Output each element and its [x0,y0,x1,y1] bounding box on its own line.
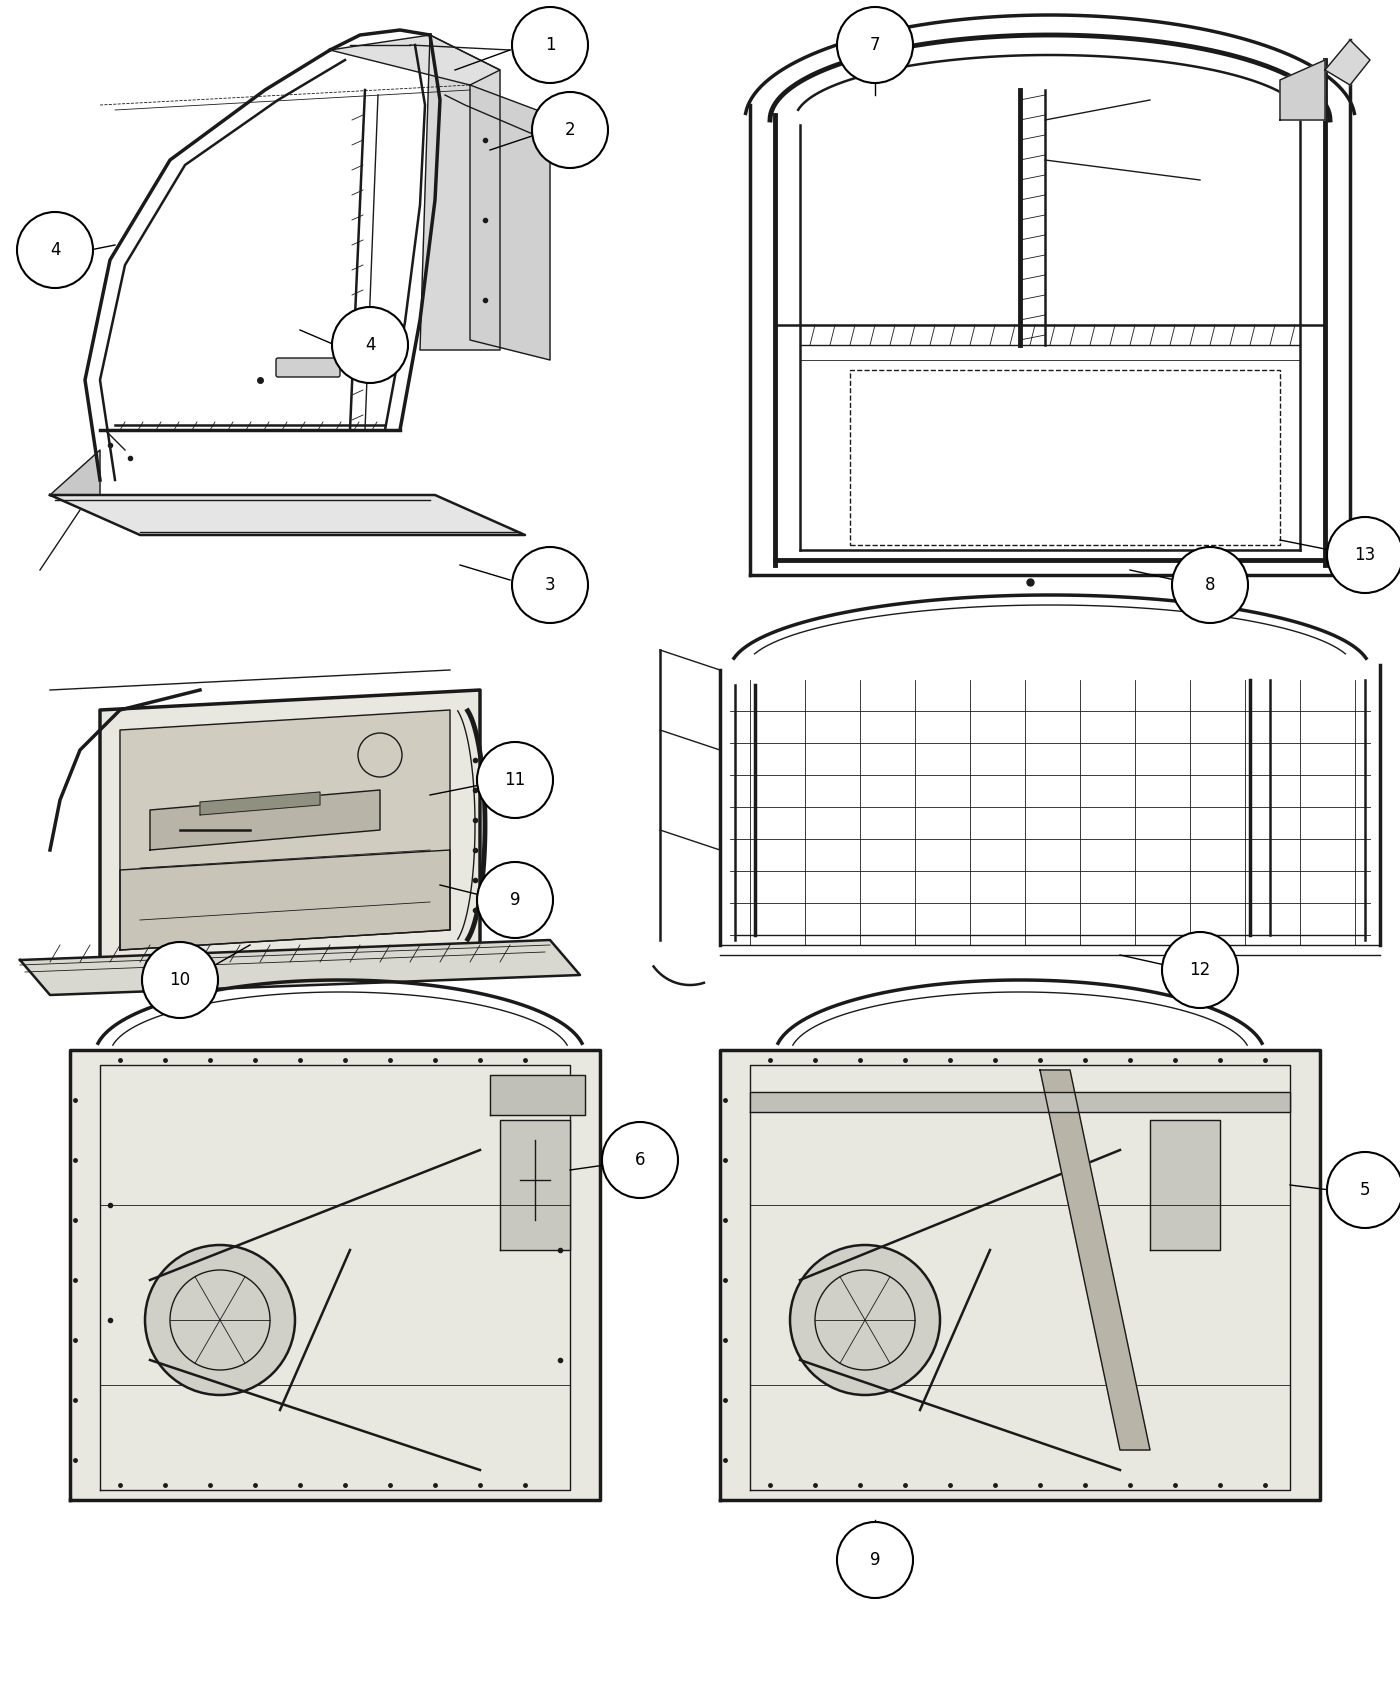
Circle shape [332,308,407,382]
Circle shape [1327,517,1400,593]
Polygon shape [720,1051,1320,1499]
Text: 7: 7 [869,36,881,54]
Polygon shape [50,495,525,536]
Polygon shape [120,711,449,950]
Circle shape [141,942,218,1018]
Circle shape [837,7,913,83]
Circle shape [790,1244,939,1396]
Circle shape [1327,1153,1400,1227]
Polygon shape [50,450,99,495]
Polygon shape [330,36,500,85]
Text: 9: 9 [869,1550,881,1569]
Polygon shape [470,85,550,360]
Polygon shape [20,940,580,994]
Polygon shape [120,850,449,950]
Text: 3: 3 [545,576,556,593]
Polygon shape [1149,1120,1219,1250]
Text: 13: 13 [1354,546,1376,564]
Circle shape [512,7,588,83]
Polygon shape [500,1120,570,1250]
Text: 5: 5 [1359,1182,1371,1198]
Circle shape [1162,932,1238,1008]
Circle shape [532,92,608,168]
Polygon shape [99,690,480,971]
Polygon shape [150,790,379,850]
Text: 11: 11 [504,772,525,789]
Circle shape [1172,547,1247,622]
Polygon shape [1040,1069,1149,1450]
Circle shape [602,1122,678,1198]
Text: 12: 12 [1190,960,1211,979]
Polygon shape [1324,41,1371,85]
Text: 9: 9 [510,891,521,910]
Polygon shape [490,1074,585,1115]
Text: 1: 1 [545,36,556,54]
Circle shape [477,862,553,938]
Polygon shape [420,36,500,350]
Polygon shape [70,1051,601,1499]
FancyBboxPatch shape [276,359,340,377]
Polygon shape [750,1091,1289,1112]
Circle shape [477,741,553,818]
Text: 10: 10 [169,971,190,989]
Polygon shape [1280,60,1324,121]
Circle shape [837,1522,913,1598]
Text: 4: 4 [50,241,60,258]
Text: 2: 2 [564,121,575,139]
Circle shape [146,1244,295,1396]
Text: 4: 4 [365,337,375,354]
Circle shape [512,547,588,622]
Polygon shape [200,792,321,814]
Text: 6: 6 [634,1151,645,1170]
Circle shape [17,212,92,287]
Text: 8: 8 [1205,576,1215,593]
